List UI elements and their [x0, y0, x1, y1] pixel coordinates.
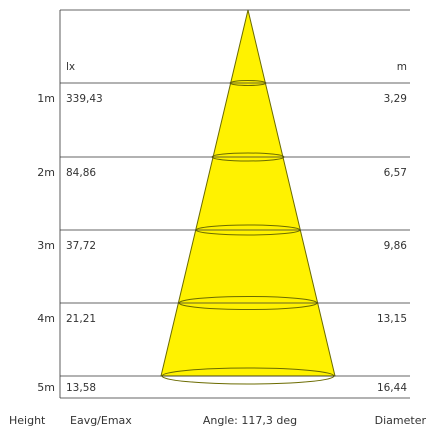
diameter-value: 6,57 — [384, 167, 407, 179]
illuminance-value: 13,58 — [66, 382, 96, 394]
distance-label: 1m — [37, 92, 55, 105]
diameter-value: 16,44 — [377, 382, 407, 394]
angle-footer-label: Angle: 117,3 deg — [203, 414, 297, 427]
distance-label: 4m — [37, 312, 55, 325]
light-beam-cone — [160, 9, 336, 377]
diameter-unit-label: m — [397, 61, 407, 73]
distance-label: 5m — [37, 381, 55, 394]
diameter-footer-label: Diameter — [375, 414, 427, 427]
distance-label: 2m — [37, 166, 55, 179]
illuminance-value: 21,21 — [66, 313, 96, 325]
illuminance-value: 84,86 — [66, 167, 96, 179]
illuminance-value: 37,72 — [66, 240, 96, 252]
illuminance-unit-label: lx — [66, 61, 75, 73]
height-footer-label: Height — [9, 414, 46, 427]
illuminance-footer-label: Eavg/Emax — [70, 414, 132, 427]
diameter-value: 13,15 — [377, 313, 407, 325]
distance-label: 3m — [37, 239, 55, 252]
diameter-value: 3,29 — [384, 93, 407, 105]
diameter-value: 9,86 — [384, 240, 408, 252]
illuminance-value: 339,43 — [66, 93, 103, 105]
